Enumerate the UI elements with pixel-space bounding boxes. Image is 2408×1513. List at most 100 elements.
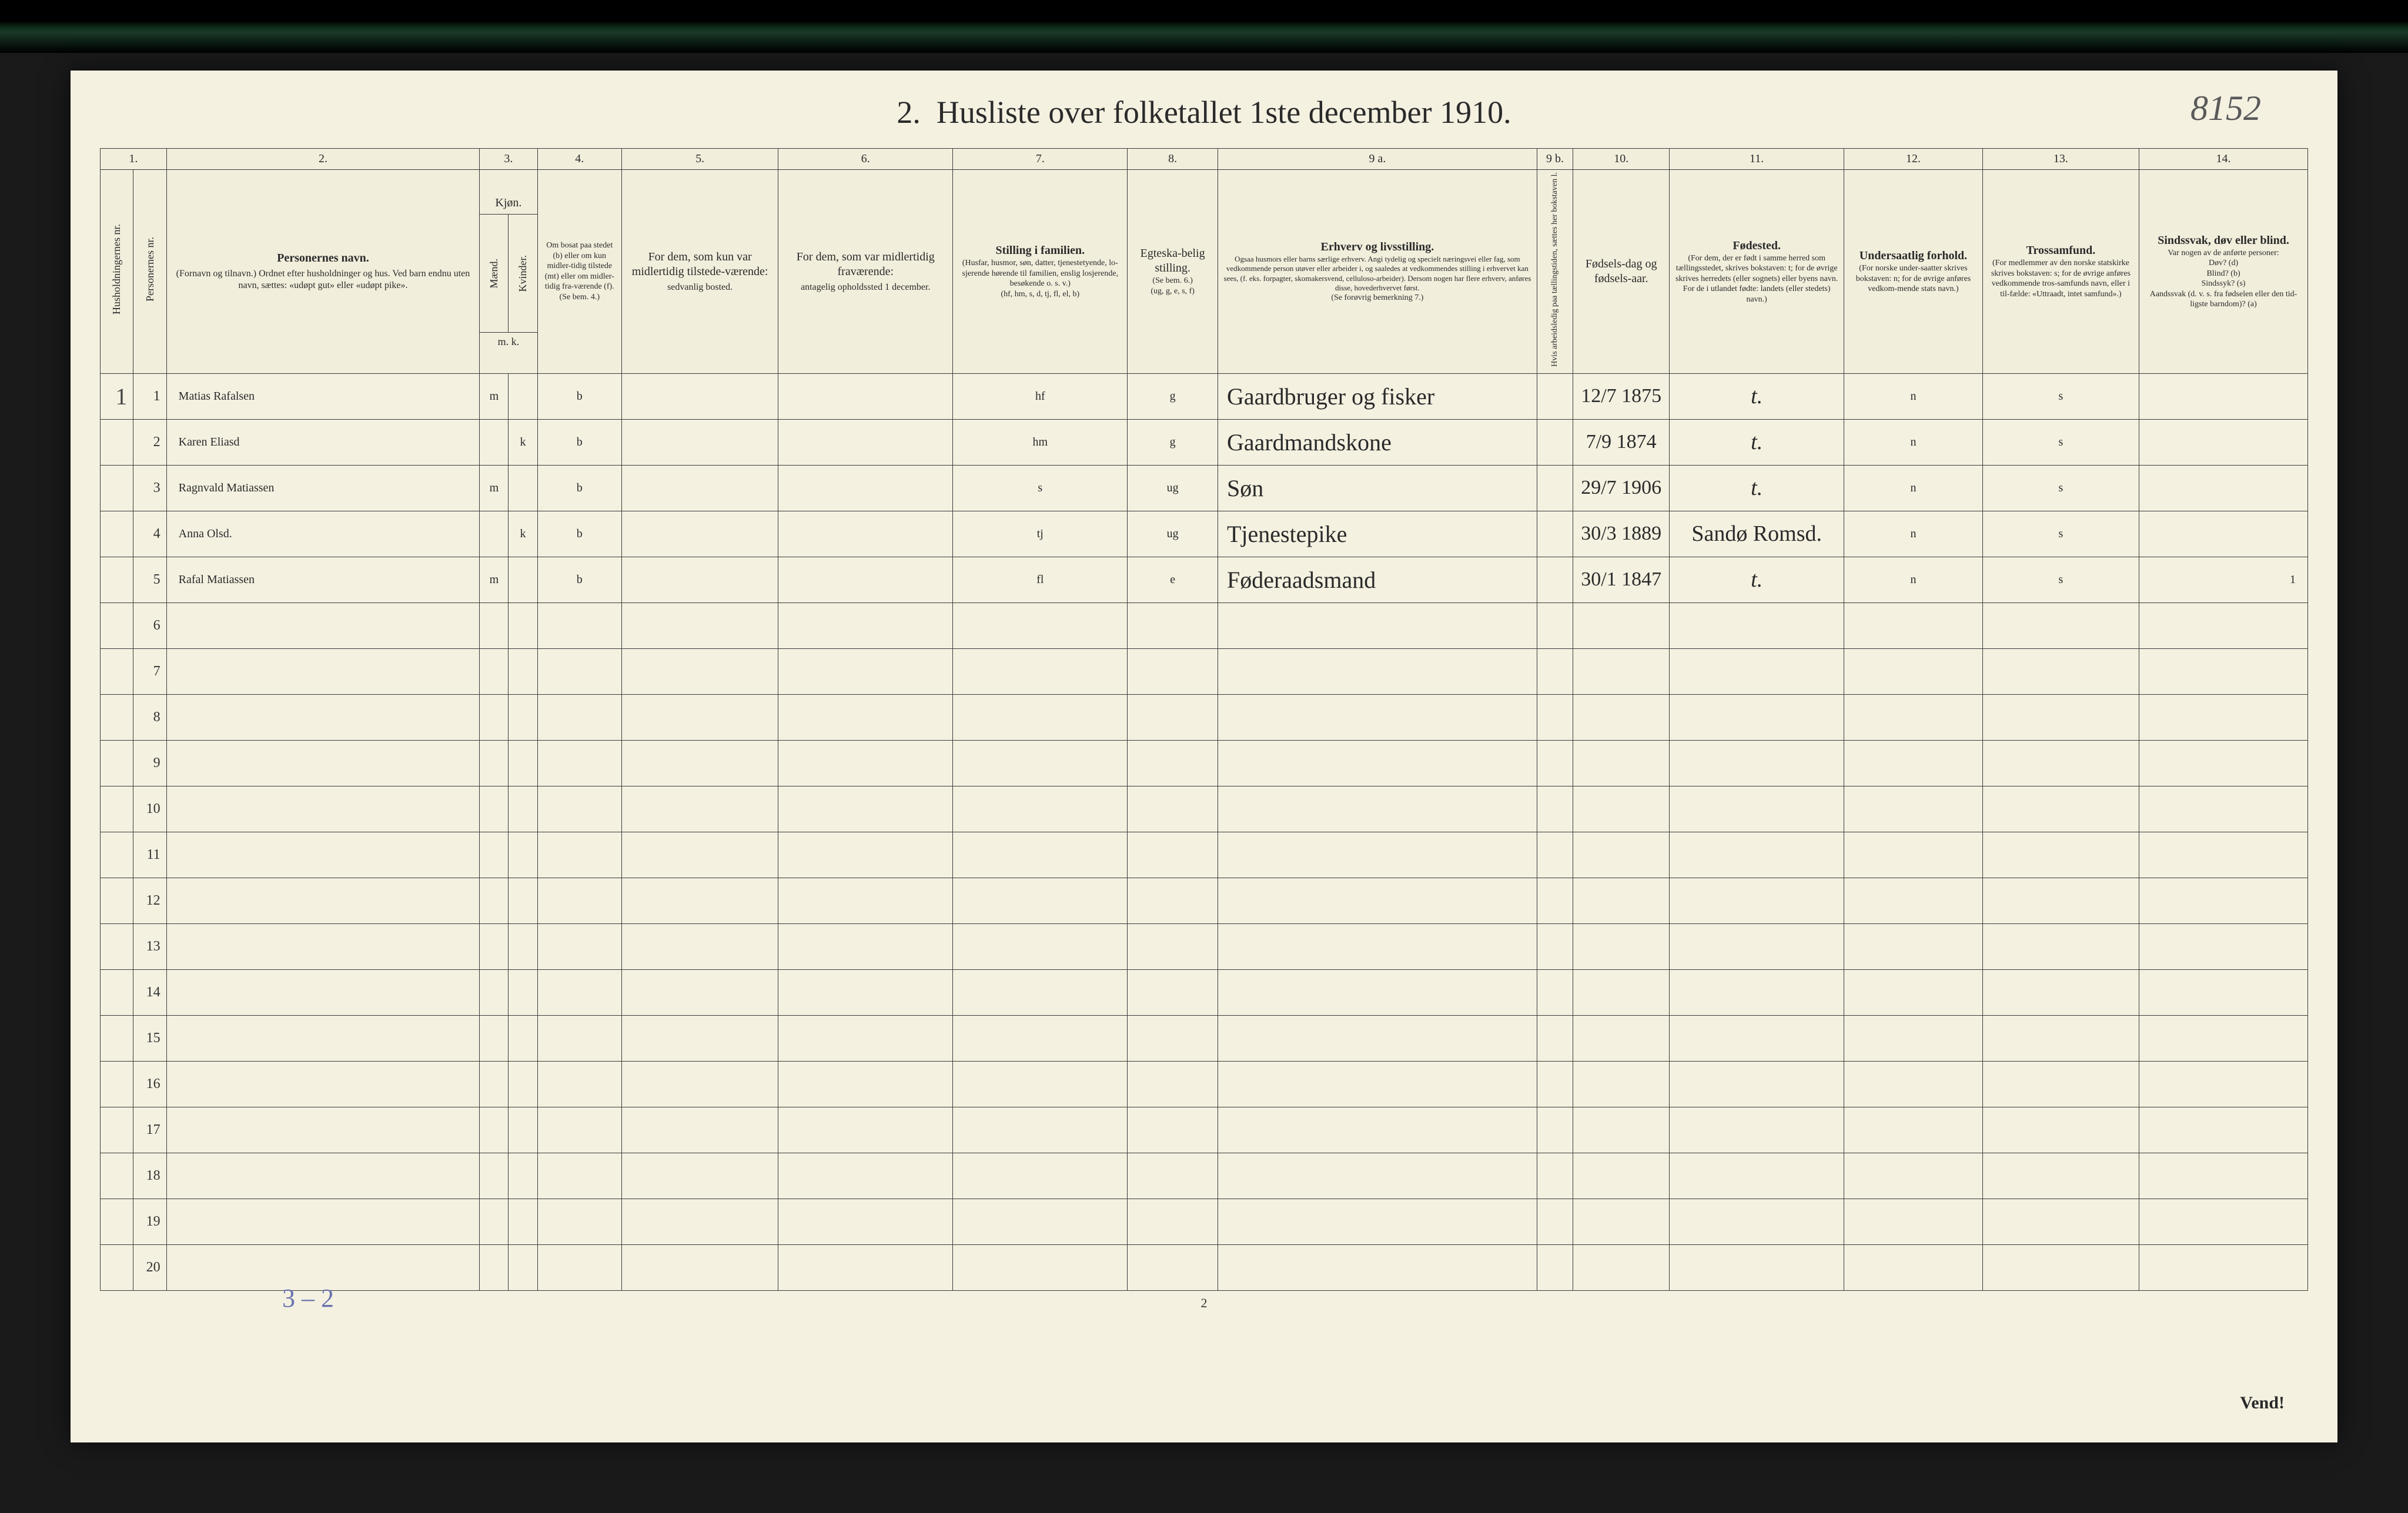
cell-disability	[2139, 878, 2308, 923]
hdr-birthdate: Fødsels-dag og fødsels-aar.	[1573, 170, 1670, 374]
cell-nationality	[1844, 878, 1983, 923]
cell-temp-absent	[778, 1199, 953, 1244]
cell-nationality	[1844, 786, 1983, 832]
cell-religion	[1982, 923, 2139, 969]
cell-sex-m	[480, 602, 509, 648]
cell-temp-present	[621, 923, 778, 969]
cell-household	[101, 1061, 133, 1107]
cell-nationality	[1844, 1153, 1983, 1199]
cell-person-nr: 17	[133, 1107, 166, 1153]
colnum-5: 5.	[621, 149, 778, 170]
cell-religion	[1982, 1107, 2139, 1153]
cell-sex-m: m	[480, 373, 509, 419]
cell-sex-m	[480, 878, 509, 923]
cell-person-nr: 7	[133, 648, 166, 694]
cell-disability	[2139, 1107, 2308, 1153]
cell-disability	[2139, 602, 2308, 648]
cell-occupation	[1218, 878, 1537, 923]
cell-sex-k	[509, 1061, 537, 1107]
hdr-nationality: Undersaatlig forhold. (For norske under-…	[1844, 170, 1983, 374]
corner-handwritten-number: 8152	[2190, 88, 2261, 129]
cell-family-position	[953, 1061, 1128, 1107]
cell-religion	[1982, 1244, 2139, 1290]
cell-religion	[1982, 786, 2139, 832]
cell-temp-absent	[778, 648, 953, 694]
cell-marital	[1128, 1153, 1218, 1199]
cell-temp-present	[621, 419, 778, 465]
cell-temp-present	[621, 1199, 778, 1244]
hdr-household-nr: Husholdningernes nr.	[101, 170, 133, 374]
cell-temp-present	[621, 1107, 778, 1153]
cell-nationality: n	[1844, 419, 1983, 465]
cell-family-position: fl	[953, 557, 1128, 602]
cell-occupation	[1218, 1153, 1537, 1199]
cell-religion	[1982, 1015, 2139, 1061]
cell-sex-m	[480, 648, 509, 694]
colnum-12: 12.	[1844, 149, 1983, 170]
cell-marital	[1128, 1015, 1218, 1061]
cell-temp-present	[621, 648, 778, 694]
cell-sex-k	[509, 878, 537, 923]
cell-residence	[537, 648, 621, 694]
cell-temp-present	[621, 602, 778, 648]
cell-birthdate	[1573, 969, 1670, 1015]
cell-household	[101, 648, 133, 694]
cell-temp-absent	[778, 878, 953, 923]
table-row: 5Rafal MatiassenmbfleFøderaadsmand30/1 1…	[101, 557, 2308, 602]
cell-temp-present	[621, 465, 778, 511]
cell-residence	[537, 740, 621, 786]
cell-religion	[1982, 1061, 2139, 1107]
cell-occupation	[1218, 923, 1537, 969]
cell-birthdate: 30/3 1889	[1573, 511, 1670, 557]
cell-disability	[2139, 740, 2308, 786]
cell-person-nr: 14	[133, 969, 166, 1015]
cell-temp-present	[621, 1244, 778, 1290]
cell-temp-absent	[778, 511, 953, 557]
cell-temp-absent	[778, 923, 953, 969]
cell-residence: b	[537, 465, 621, 511]
cell-sex-k	[509, 465, 537, 511]
hdr-unemployed: Hvis arbeidsledig paa tællingstiden, sæt…	[1537, 170, 1573, 374]
table-row: 17	[101, 1107, 2308, 1153]
cell-sex-m	[480, 923, 509, 969]
cell-marital	[1128, 602, 1218, 648]
cell-birthdate	[1573, 648, 1670, 694]
cell-marital	[1128, 1061, 1218, 1107]
cell-family-position	[953, 786, 1128, 832]
cell-marital	[1128, 786, 1218, 832]
cell-temp-absent	[778, 832, 953, 878]
table-header: 1. 2. 3. 4. 5. 6. 7. 8. 9 a. 9 b. 10. 11…	[101, 149, 2308, 374]
cell-birthplace: t.	[1670, 373, 1844, 419]
colnum-10: 10.	[1573, 149, 1670, 170]
cell-disability	[2139, 969, 2308, 1015]
cell-marital	[1128, 1244, 1218, 1290]
cell-disability	[2139, 1153, 2308, 1199]
cell-birthdate	[1573, 740, 1670, 786]
cell-residence: b	[537, 511, 621, 557]
cell-name	[166, 1107, 480, 1153]
cell-temp-present	[621, 511, 778, 557]
census-table: 1. 2. 3. 4. 5. 6. 7. 8. 9 a. 9 b. 10. 11…	[100, 148, 2308, 1291]
cell-unemployed	[1537, 969, 1573, 1015]
cell-person-nr: 5	[133, 557, 166, 602]
cell-marital	[1128, 878, 1218, 923]
tally-mark: 3 – 2	[282, 1283, 334, 1313]
cell-birthplace	[1670, 1153, 1844, 1199]
cell-disability	[2139, 1199, 2308, 1244]
cell-birthplace	[1670, 832, 1844, 878]
cell-religion	[1982, 1153, 2139, 1199]
table-row: 3Ragnvald MatiassenmbsugSøn29/7 1906t.ns	[101, 465, 2308, 511]
cell-sex-k	[509, 740, 537, 786]
cell-residence	[537, 1244, 621, 1290]
cell-family-position	[953, 1015, 1128, 1061]
table-row: 14	[101, 969, 2308, 1015]
cell-occupation	[1218, 832, 1537, 878]
cell-religion: s	[1982, 511, 2139, 557]
document-page: 2. Husliste over folketallet 1ste decemb…	[71, 71, 2337, 1442]
hdr-temp-present: For dem, som kun var midlertidig tilsted…	[621, 170, 778, 374]
cell-person-nr: 16	[133, 1061, 166, 1107]
cell-birthplace	[1670, 1061, 1844, 1107]
cell-temp-absent	[778, 786, 953, 832]
cell-person-nr: 11	[133, 832, 166, 878]
cell-religion: s	[1982, 373, 2139, 419]
